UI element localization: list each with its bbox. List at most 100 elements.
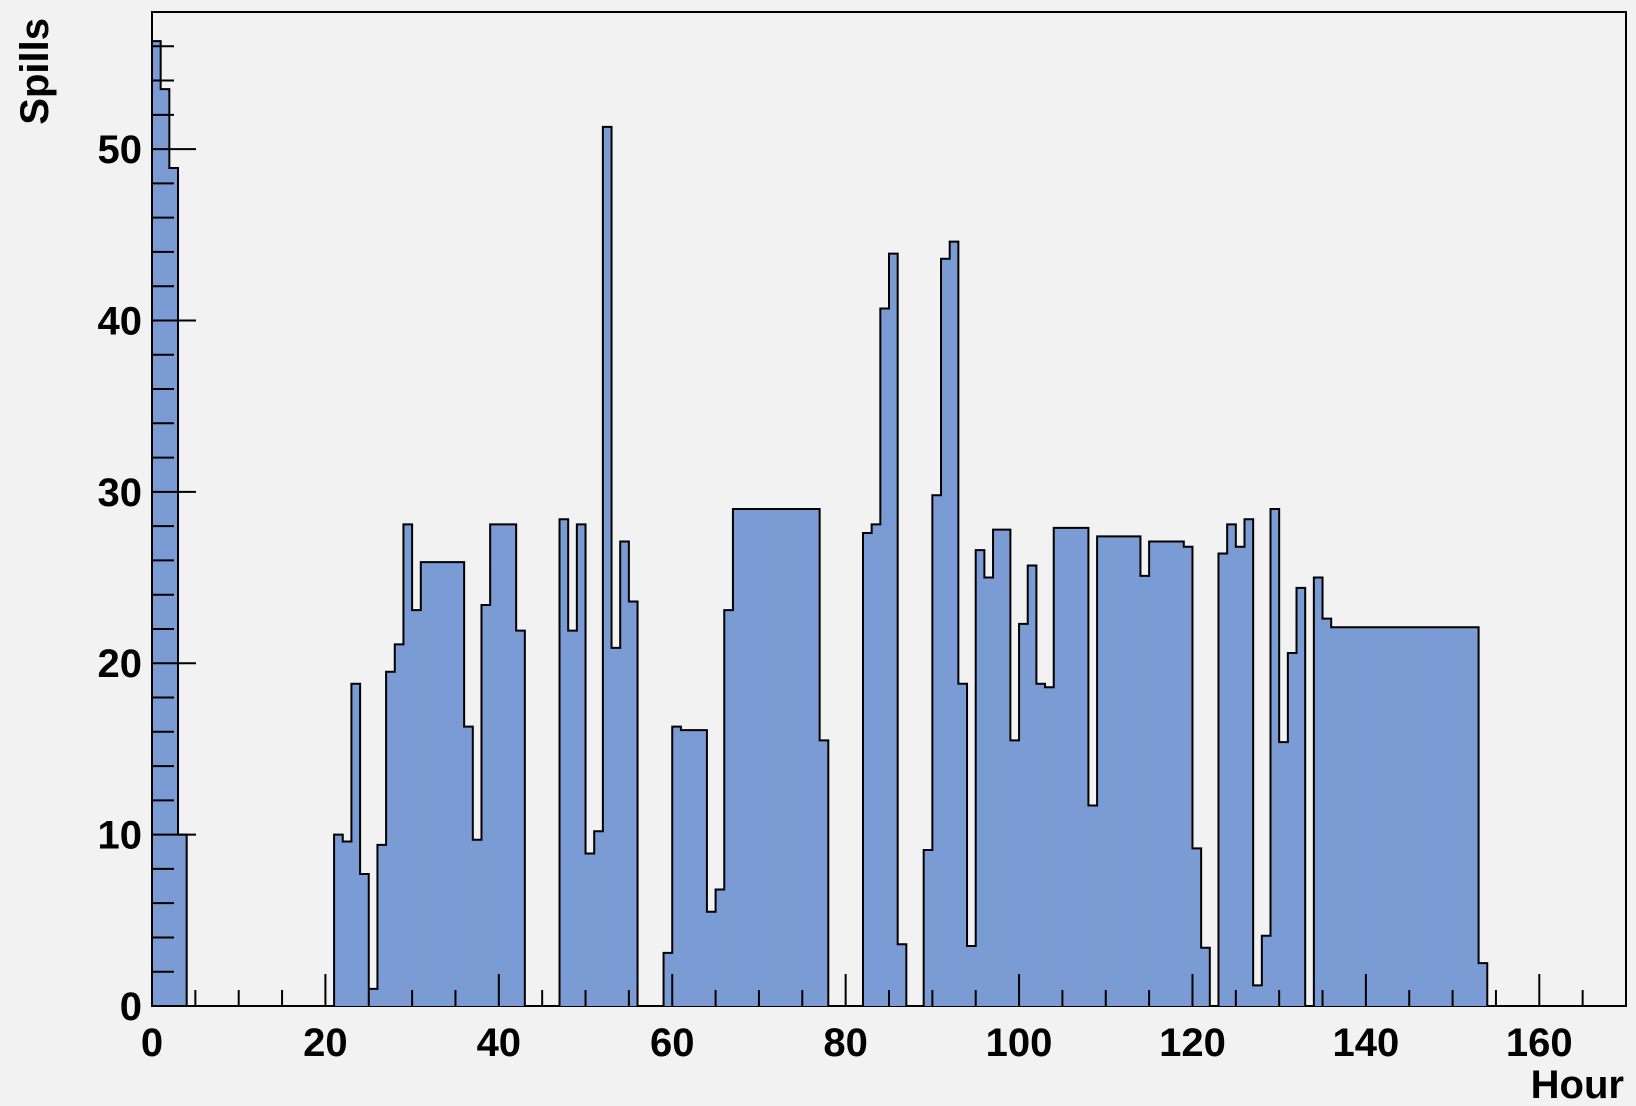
histogram-bin <box>767 509 777 1006</box>
histogram-bin <box>1261 935 1272 1006</box>
histogram-bin <box>1062 527 1072 1006</box>
histogram-bin <box>568 630 578 1006</box>
histogram-bin <box>1331 627 1341 1006</box>
histogram-bin <box>464 726 474 1006</box>
histogram-bin <box>360 874 370 1006</box>
histogram-bin <box>602 126 613 1006</box>
histogram-bin <box>1357 627 1367 1006</box>
x-axis-label: Hour <box>1531 1063 1624 1106</box>
histogram-bin <box>958 683 968 1006</box>
histogram-bin <box>178 834 188 1006</box>
histogram-bin <box>1001 529 1011 1006</box>
histogram-bin <box>334 834 344 1006</box>
histogram-bin <box>1279 742 1289 1006</box>
histogram-bin <box>880 308 890 1006</box>
histogram-bin <box>1253 985 1263 1006</box>
histogram-bin <box>1218 553 1228 1006</box>
histogram-bin <box>1088 805 1098 1006</box>
histogram-bin <box>1123 536 1133 1006</box>
histogram-bin <box>689 730 699 1006</box>
histogram-bin <box>1426 627 1436 1006</box>
histogram-bin <box>750 509 760 1006</box>
histogram-bin <box>377 844 387 1006</box>
histogram-bin <box>784 509 795 1006</box>
histogram-bin <box>1409 627 1419 1006</box>
histogram-bin <box>368 988 379 1006</box>
histogram-bin <box>516 630 526 1006</box>
histogram-bin <box>585 853 595 1006</box>
histogram-bin <box>1183 546 1194 1006</box>
histogram-bin <box>559 519 569 1006</box>
histogram-bin <box>897 944 907 1006</box>
histogram-bin <box>941 258 951 1006</box>
histogram-bin <box>810 509 821 1006</box>
histogram-bin <box>741 509 751 1006</box>
histogram-bin <box>455 562 465 1006</box>
histogram-bin <box>1114 536 1124 1006</box>
histogram-bin <box>663 952 673 1006</box>
histogram-bin <box>342 841 353 1006</box>
histogram-bin <box>1157 541 1168 1006</box>
histogram-outline <box>151 40 1540 1007</box>
histogram-bin <box>967 946 977 1006</box>
y-tick-label: 50 <box>98 128 143 172</box>
histogram-bin <box>1053 527 1064 1006</box>
histogram-bin <box>1149 541 1159 1006</box>
histogram-bin <box>680 730 691 1006</box>
histogram-bin <box>871 524 881 1006</box>
histogram-bin <box>1079 527 1090 1006</box>
x-tick-label: 120 <box>1159 1021 1226 1065</box>
histogram-bin <box>1131 536 1142 1006</box>
histogram-bin <box>706 911 717 1006</box>
histogram-bin <box>1227 524 1237 1006</box>
histogram-bin <box>481 604 491 1006</box>
histogram-bin <box>1201 947 1211 1006</box>
histogram-bin <box>975 550 985 1006</box>
histogram-bin <box>698 730 708 1006</box>
histogram-bin <box>1469 627 1480 1006</box>
histogram-bin <box>1287 652 1298 1006</box>
histogram-bin <box>160 89 170 1007</box>
histogram-bin <box>490 524 500 1006</box>
histogram-bin <box>394 644 405 1006</box>
histogram-bin <box>1010 740 1020 1006</box>
histogram-bin <box>1443 627 1454 1006</box>
histogram-bin <box>672 726 682 1006</box>
histogram-bin <box>1027 565 1037 1006</box>
histogram-bin <box>498 524 509 1006</box>
histogram-bin <box>1097 536 1107 1006</box>
histogram-bin <box>1417 627 1428 1006</box>
histogram-bin <box>1071 527 1081 1006</box>
histogram-bin <box>1400 627 1410 1006</box>
histogram-bin <box>438 562 448 1006</box>
histogram-bin <box>802 509 812 1006</box>
histogram-bin <box>984 577 994 1006</box>
histogram-bin <box>420 562 431 1006</box>
histogram-bin <box>1313 577 1324 1006</box>
y-tick-label: 10 <box>98 814 143 858</box>
histogram-bin <box>993 529 1003 1006</box>
histogram-bin <box>889 253 899 1006</box>
histogram-bin <box>472 839 483 1006</box>
histogram-bin <box>949 241 959 1007</box>
histogram-bin <box>1105 536 1116 1006</box>
histogram-bin <box>758 509 769 1006</box>
y-tick-label: 0 <box>120 985 142 1029</box>
histogram-bin <box>1296 587 1306 1006</box>
histogram-bin <box>403 524 413 1006</box>
histogram-bin <box>1435 627 1445 1006</box>
histogram-bin <box>932 495 942 1006</box>
histogram-bin <box>819 740 829 1006</box>
histogram-bin <box>1175 541 1185 1006</box>
histogram-bin <box>1365 627 1376 1006</box>
histogram-bin <box>386 671 396 1006</box>
histogram-bin <box>429 562 439 1006</box>
histogram-bin <box>169 167 179 1006</box>
histogram-bin <box>715 889 725 1006</box>
histogram-bin <box>793 509 803 1006</box>
histogram-bin <box>620 541 630 1006</box>
histogram-bin <box>862 532 873 1006</box>
histogram-bin <box>611 647 621 1006</box>
